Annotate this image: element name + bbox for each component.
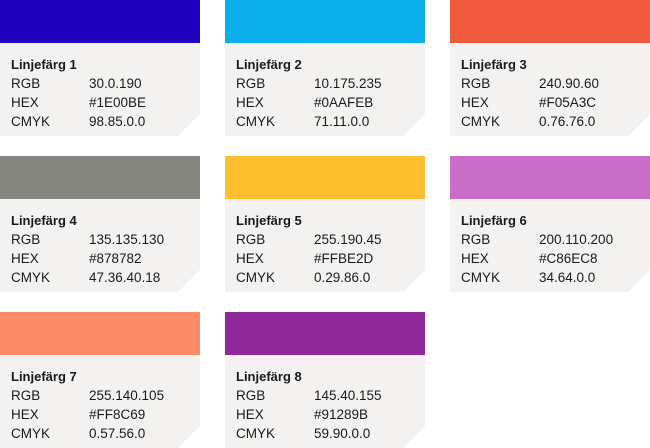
- color-info-panel: Linjefärg 1 RGB 30.0.190 HEX #1E00BE CMYK 98.8…: [0, 43, 200, 136]
- color-swatch: [450, 0, 650, 43]
- hex-value: #0AAFEB: [314, 95, 374, 110]
- rgb-label: RGB: [236, 232, 266, 247]
- rgb-label: RGB: [11, 388, 41, 403]
- color-name: Linjefärg 2: [236, 57, 302, 72]
- color-name: Linjefärg 5: [236, 213, 302, 228]
- rgb-label: RGB: [11, 232, 41, 247]
- color-swatch: [0, 312, 200, 355]
- cmyk-value: 98.85.0.0: [89, 114, 146, 129]
- cmyk-label: CMYK: [461, 270, 501, 285]
- hex-label: HEX: [11, 407, 39, 422]
- cmyk-value: 59.90.0.0: [314, 426, 371, 441]
- hex-value: #91289B: [314, 407, 369, 422]
- rgb-label: RGB: [461, 232, 491, 247]
- color-info-panel: Linjefärg 6 RGB 200.110.200 HEX #C86EC8 CMYK 3…: [450, 199, 650, 292]
- cmyk-value: 0.57.56.0: [89, 426, 146, 441]
- hex-label: HEX: [461, 251, 489, 266]
- cmyk-value: 47.36.40.18: [89, 270, 161, 285]
- hex-value: #C86EC8: [539, 251, 598, 266]
- cmyk-label: CMYK: [11, 426, 51, 441]
- hex-label: HEX: [461, 95, 489, 110]
- rgb-value: 240.90.60: [539, 76, 600, 91]
- color-info-panel: Linjefärg 2 RGB 10.175.235 HEX #0AAFEB CMYK 71…: [225, 43, 425, 136]
- rgb-label: RGB: [11, 76, 41, 91]
- hex-value: #F05A3C: [539, 95, 597, 110]
- cmyk-label: CMYK: [236, 114, 276, 129]
- color-name: Linjefärg 3: [461, 57, 527, 72]
- color-info-panel: Linjefärg 3 RGB 240.90.60 HEX #F05A3C CMYK 0.7…: [450, 43, 650, 136]
- hex-value: #FFBE2D: [314, 251, 374, 266]
- cmyk-label: CMYK: [236, 426, 276, 441]
- hex-label: HEX: [236, 95, 264, 110]
- rgb-value: 255.190.45: [314, 232, 382, 247]
- cmyk-label: CMYK: [11, 114, 51, 129]
- cmyk-value: 34.64.0.0: [539, 270, 596, 285]
- color-info-panel: Linjefärg 5 RGB 255.190.45 HEX #FFBE2D CMYK 0.…: [225, 199, 425, 292]
- rgb-value: 135.135.130: [89, 232, 165, 247]
- rgb-value: 30.0.190: [89, 76, 142, 91]
- color-name: Linjefärg 4: [11, 213, 77, 228]
- color-swatch: [225, 156, 425, 199]
- rgb-value: 145.40.155: [314, 388, 382, 403]
- cmyk-label: CMYK: [236, 270, 276, 285]
- hex-value: #878782: [89, 251, 142, 266]
- color-swatch: [225, 0, 425, 43]
- hex-label: HEX: [236, 251, 264, 266]
- rgb-value: 255.140.105: [89, 388, 165, 403]
- color-info-panel: Linjefärg 7 RGB 255.140.105 HEX #FF8C69 CMYK 0…: [0, 355, 200, 448]
- cmyk-value: 71.11.0.0: [314, 114, 370, 129]
- cmyk-label: CMYK: [11, 270, 51, 285]
- color-swatch: [225, 312, 425, 355]
- color-swatch: [0, 0, 200, 43]
- color-card: Linjefärg 4 RGB 135.135.130 HEX #878782 CMYK 4…: [0, 156, 200, 292]
- color-swatch: [450, 156, 650, 199]
- cmyk-value: 0.29.86.0: [314, 270, 371, 285]
- color-info-panel: Linjefärg 8 RGB 145.40.155 HEX #91289B CMYK 59…: [225, 355, 425, 448]
- color-card: Linjefärg 8 RGB 145.40.155 HEX #91289B CMYK 59…: [225, 312, 425, 448]
- rgb-value: 10.175.235: [314, 76, 382, 91]
- hex-label: HEX: [11, 251, 39, 266]
- color-card: Linjefärg 2 RGB 10.175.235 HEX #0AAFEB CMYK 71…: [225, 0, 425, 136]
- hex-value: #FF8C69: [89, 407, 146, 422]
- color-name: Linjefärg 7: [11, 369, 77, 384]
- color-info-panel: Linjefärg 4 RGB 135.135.130 HEX #878782 CMYK 4…: [0, 199, 200, 292]
- hex-label: HEX: [236, 407, 264, 422]
- rgb-label: RGB: [461, 76, 491, 91]
- color-card: Linjefärg 5 RGB 255.190.45 HEX #FFBE2D CMYK 0.…: [225, 156, 425, 292]
- color-card: Linjefärg 3 RGB 240.90.60 HEX #F05A3C CMYK 0.7…: [450, 0, 650, 136]
- color-swatch: [0, 156, 200, 199]
- cmyk-value: 0.76.76.0: [539, 114, 596, 129]
- color-card: Linjefärg 1 RGB 30.0.190 HEX #1E00BE CMYK 98.8…: [0, 0, 200, 136]
- cmyk-label: CMYK: [461, 114, 501, 129]
- color-name: Linjefärg 8: [236, 369, 302, 384]
- hex-label: HEX: [11, 95, 39, 110]
- color-name: Linjefärg 1: [11, 57, 77, 72]
- hex-value: #1E00BE: [89, 95, 147, 110]
- rgb-label: RGB: [236, 388, 266, 403]
- color-card: Linjefärg 7 RGB 255.140.105 HEX #FF8C69 CMYK 0…: [0, 312, 200, 448]
- color-card: Linjefärg 6 RGB 200.110.200 HEX #C86EC8 CMYK 3…: [450, 156, 650, 292]
- rgb-value: 200.110.200: [539, 232, 614, 247]
- color-name: Linjefärg 6: [461, 213, 527, 228]
- rgb-label: RGB: [236, 76, 266, 91]
